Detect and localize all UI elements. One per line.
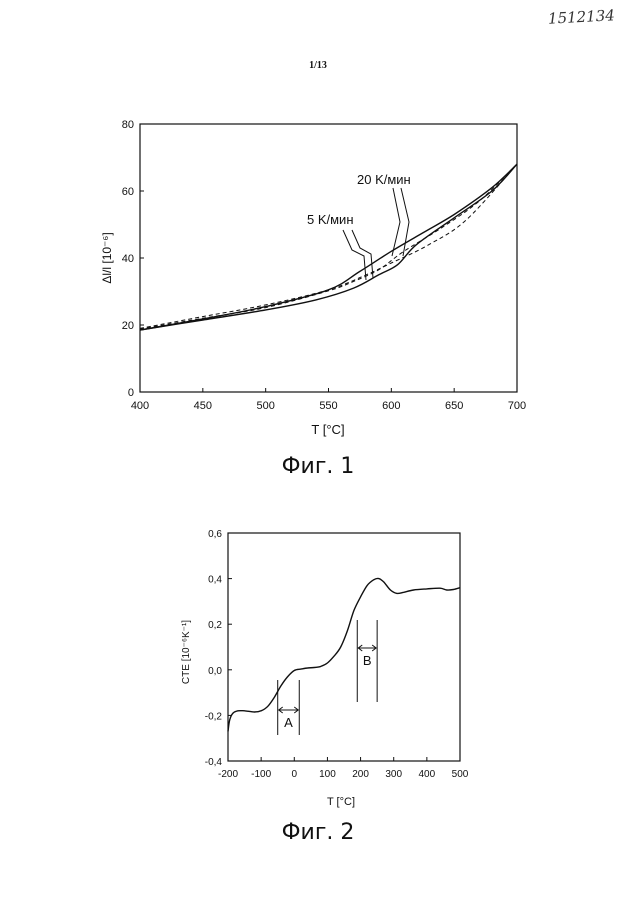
figure-2-caption: Фиг. 2 xyxy=(0,820,636,845)
fig2-y-tick-label: 0,4 xyxy=(208,575,222,586)
fig2-marker-B-arrow xyxy=(358,645,376,651)
fig2-y-tick-label: 0,2 xyxy=(208,620,222,631)
fig2-x-tick-label: 500 xyxy=(452,769,469,780)
fig2-y-tick-label: -0,2 xyxy=(205,711,223,722)
fig2-series-line-0 xyxy=(228,578,460,731)
fig2-x-tick-label: -100 xyxy=(251,769,271,780)
fig2-marker-A-label: A xyxy=(284,715,293,730)
fig2-x-tick-label: 200 xyxy=(352,769,369,780)
fig2-x-tick-label: -200 xyxy=(218,769,238,780)
fig2-marker-B-label: B xyxy=(363,653,372,668)
fig2-y-axis-label: CTE [10⁻⁶K⁻¹] xyxy=(181,620,192,684)
fig2-x-tick-label: 100 xyxy=(319,769,336,780)
fig2-y-tick-label: 0,0 xyxy=(208,666,222,677)
fig2-x-axis-label: T [°C] xyxy=(327,796,355,808)
fig2-x-tick-label: 0 xyxy=(292,769,298,780)
fig2-plot-frame xyxy=(228,533,460,761)
fig2-y-tick-label: -0,4 xyxy=(205,757,223,768)
fig2-y-tick-label: 0,6 xyxy=(208,529,222,540)
fig2-x-tick-label: 300 xyxy=(385,769,402,780)
fig2-x-tick-label: 400 xyxy=(419,769,436,780)
fig2-marker-A-arrow xyxy=(279,707,299,713)
